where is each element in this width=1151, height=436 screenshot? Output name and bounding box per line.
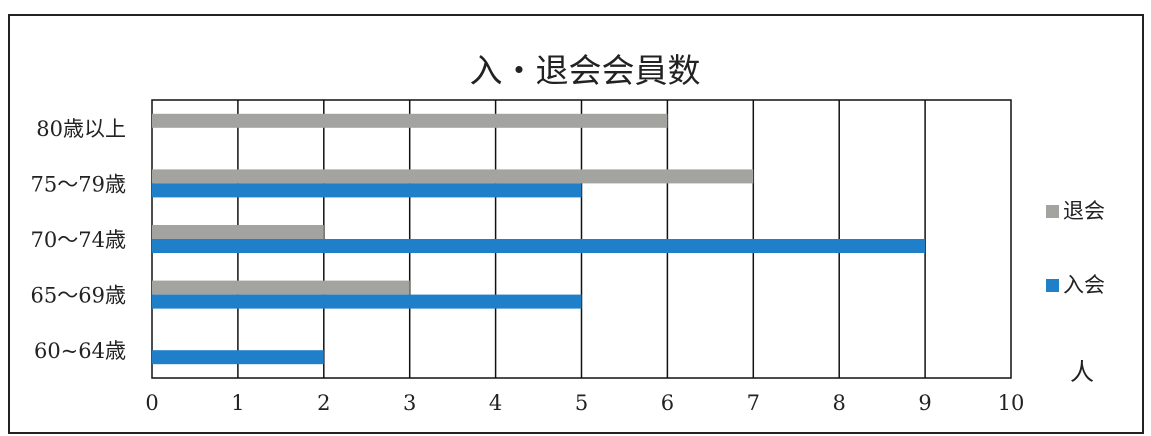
chart-frame: 入・退会会員数 80歳以上 75～79歳 70～74歳 65～69歳 60~64歳 0 1… xyxy=(8,14,1144,434)
x-tick-label-0: 0 xyxy=(145,391,158,415)
category-label-4: 60~64歳 xyxy=(34,339,126,363)
x-tick-label-8: 8 xyxy=(833,391,846,415)
x-tick-label-5: 5 xyxy=(575,391,588,415)
bar-withdraw-3 xyxy=(152,280,410,295)
x-tick-label-7: 7 xyxy=(747,391,760,415)
x-tick-label-9: 9 xyxy=(918,391,931,415)
x-tick-label-6: 6 xyxy=(661,391,674,415)
x-tick-label-4: 4 xyxy=(489,391,502,415)
bar-withdraw-0 xyxy=(152,113,668,128)
legend: 退会 入会 xyxy=(1046,199,1105,297)
category-label-2: 70～74歳 xyxy=(31,228,126,252)
x-tick-label-3: 3 xyxy=(403,391,416,415)
bar-withdraw-1 xyxy=(152,169,754,184)
bar-chart: 入・退会会員数 80歳以上 75～79歳 70～74歳 65～69歳 60~64歳 0 1… xyxy=(31,51,1105,415)
category-labels: 80歳以上 75～79歳 70～74歳 65～69歳 60~64歳 xyxy=(31,117,126,363)
x-tick-labels: 0 1 2 3 4 5 6 7 8 9 10 xyxy=(145,391,1024,415)
bar-join-2 xyxy=(152,239,926,253)
bar-join-3 xyxy=(152,294,582,309)
legend-label-join: 入会 xyxy=(1063,273,1105,297)
legend-label-withdraw: 退会 xyxy=(1063,199,1105,223)
x-tick-label-1: 1 xyxy=(231,391,244,415)
legend-swatch-join xyxy=(1046,279,1059,292)
bar-join-4 xyxy=(152,350,324,365)
category-label-0: 80歳以上 xyxy=(36,117,126,141)
bars xyxy=(152,113,926,365)
bar-join-1 xyxy=(152,183,582,198)
x-tick-label-10: 10 xyxy=(998,391,1025,415)
category-label-3: 65～69歳 xyxy=(31,284,126,308)
x-tick-label-2: 2 xyxy=(317,391,330,415)
chart-title: 入・退会会員数 xyxy=(470,51,701,90)
bar-withdraw-2 xyxy=(152,225,324,239)
x-axis-unit-label: 人 xyxy=(1070,358,1094,386)
legend-swatch-withdraw xyxy=(1046,205,1059,218)
category-label-1: 75～79歳 xyxy=(31,172,126,196)
